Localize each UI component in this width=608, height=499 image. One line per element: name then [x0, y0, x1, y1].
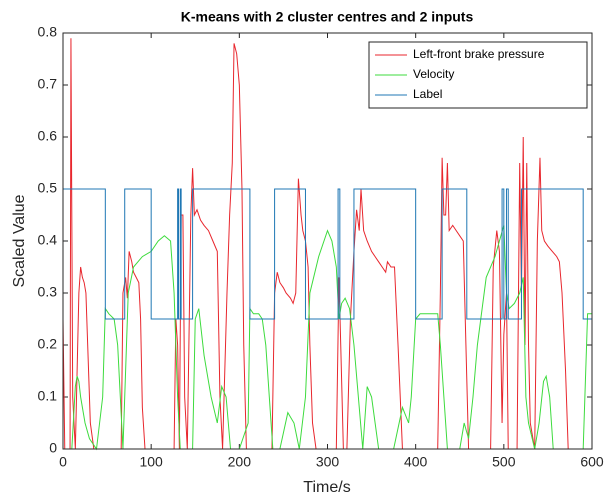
legend-label: Left-front brake pressure	[413, 47, 545, 61]
legend-label: Label	[413, 87, 442, 101]
x-tick-label: 400	[404, 454, 428, 470]
y-tick-label: 0.2	[38, 336, 58, 352]
y-tick-label: 0	[49, 440, 57, 456]
series-line	[63, 225, 592, 451]
x-tick-label: 300	[316, 454, 340, 470]
x-tick-label: 0	[59, 454, 67, 470]
y-tick-label: 0.8	[38, 24, 58, 40]
axes-box	[62, 32, 593, 450]
x-tick-label: 200	[228, 454, 252, 470]
x-tick-label: 100	[139, 454, 163, 470]
x-tick-label: 600	[580, 454, 604, 470]
chart-title: K-means with 2 cluster centres and 2 inp…	[181, 9, 474, 25]
y-tick-label: 0.1	[38, 388, 58, 404]
y-tick-label: 0.5	[38, 180, 58, 196]
x-tick-label: 500	[492, 454, 516, 470]
legend-label: Velocity	[413, 67, 454, 81]
y-tick-label: 0.6	[38, 128, 58, 144]
x-axis-label: Time/s	[303, 479, 350, 496]
series-line	[62, 38, 592, 450]
y-tick-label: 0.7	[38, 76, 58, 92]
y-tick-label: 0.3	[38, 284, 58, 300]
y-axis-label: Scaled Value	[11, 194, 28, 287]
series-line	[63, 188, 592, 320]
y-tick-label: 0.4	[38, 232, 58, 248]
